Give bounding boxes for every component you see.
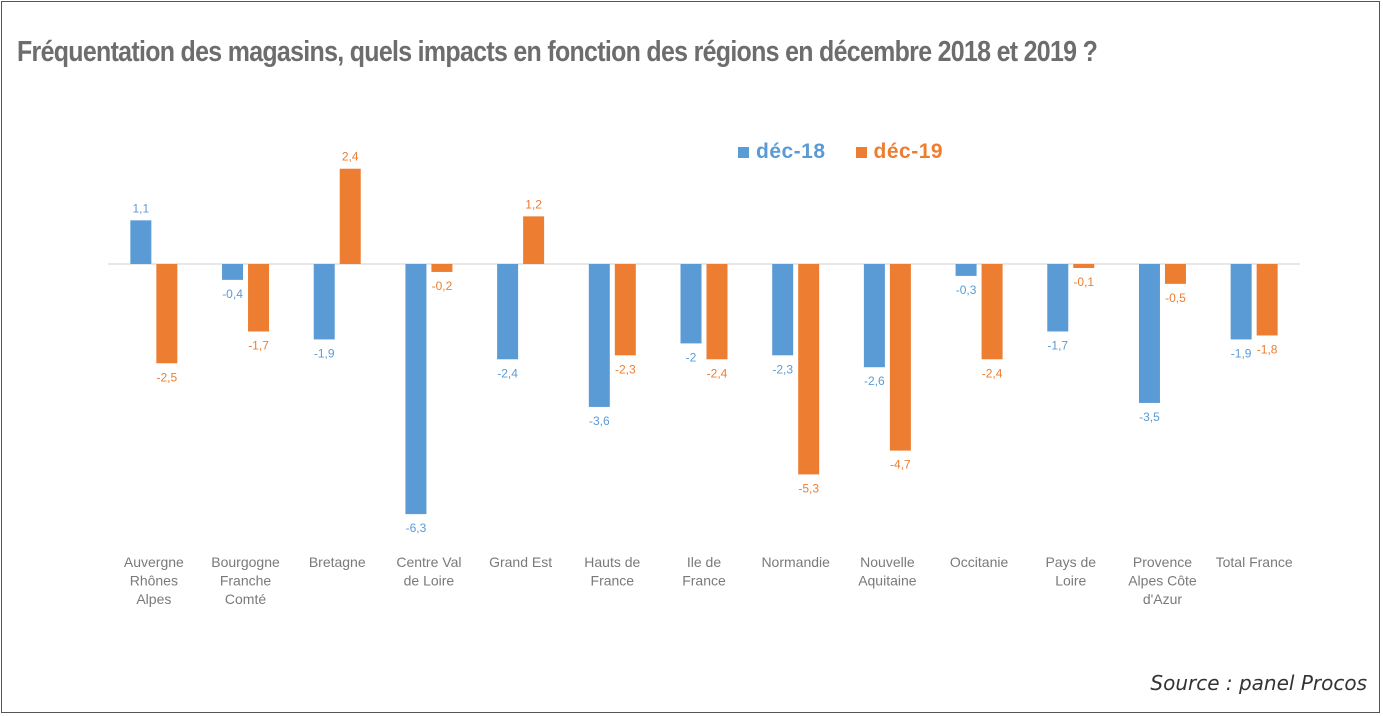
category-label-0-1: Rhônes — [130, 573, 178, 589]
chart-title: Fréquentation des magasins, quels impact… — [17, 36, 1098, 68]
source-note: Source : panel Procos — [1150, 671, 1367, 695]
bar-dec18-1 — [222, 264, 244, 280]
data-label-dec18-12: -1,9 — [1231, 346, 1252, 360]
data-label-dec18-7: -2,3 — [772, 362, 793, 376]
bar-dec19-8 — [889, 264, 911, 451]
bar-dec19-9 — [981, 264, 1003, 360]
category-label-1-0: Bourgogne — [211, 554, 280, 570]
bar-dec19-2 — [339, 168, 361, 264]
bar-dec19-1 — [248, 264, 270, 332]
data-label-dec19-7: -5,3 — [798, 481, 819, 495]
bar-dec18-10 — [1047, 264, 1069, 332]
bar-dec18-0 — [130, 220, 152, 264]
data-label-dec18-5: -3,6 — [589, 414, 610, 428]
data-label-dec18-11: -3,5 — [1139, 410, 1160, 424]
category-label-6-1: France — [682, 573, 726, 589]
data-label-dec19-12: -1,8 — [1257, 342, 1278, 356]
legend-swatch-dec19 — [855, 146, 867, 158]
data-label-dec18-6: -2 — [686, 350, 697, 364]
category-label-8-1: Aquitaine — [858, 573, 917, 589]
category-label-3-0: Centre Val — [396, 554, 461, 570]
category-label-11-1: Alpes Côte — [1128, 573, 1197, 589]
category-label-11-0: Provence — [1133, 554, 1192, 570]
category-label-5-0: Hauts de — [584, 554, 640, 570]
category-label-4-0: Grand Est — [489, 554, 552, 570]
data-label-dec18-8: -2,6 — [864, 374, 885, 388]
data-label-dec19-9: -2,4 — [982, 366, 1003, 380]
legend-swatch-dec18 — [738, 146, 749, 158]
bar-dec19-4 — [523, 216, 545, 264]
data-label-dec19-0: -2,5 — [157, 370, 178, 384]
category-label-2-0: Bretagne — [309, 554, 366, 570]
bar-dec18-3 — [405, 264, 427, 515]
category-label-6-0: Ile de — [687, 554, 721, 570]
bar-dec18-12 — [1230, 264, 1252, 340]
bar-dec18-2 — [313, 264, 335, 340]
bar-dec19-0 — [156, 264, 178, 364]
bar-dec18-7 — [772, 264, 794, 356]
category-label-9-0: Occitanie — [950, 554, 1009, 570]
category-label-12-0: Total France — [1216, 554, 1293, 570]
data-label-dec19-1: -1,7 — [248, 338, 269, 352]
data-label-dec18-2: -1,9 — [314, 346, 335, 360]
bar-dec18-5 — [588, 264, 610, 407]
data-label-dec18-9: -0,3 — [956, 283, 977, 297]
bar-dec18-4 — [497, 264, 519, 360]
data-label-dec18-4: -2,4 — [497, 366, 518, 380]
data-label-dec18-3: -6,3 — [406, 521, 427, 535]
data-label-dec19-10: -0,1 — [1073, 275, 1094, 289]
bar-dec18-11 — [1138, 264, 1160, 403]
legend-item-dec18: déc-18 — [738, 140, 826, 164]
bar-dec19-10 — [1073, 264, 1095, 268]
data-label-dec18-10: -1,7 — [1047, 338, 1068, 352]
category-label-11-2: d'Azur — [1143, 591, 1183, 607]
legend-label-dec19: déc-19 — [873, 140, 944, 163]
data-label-dec19-2: 2,4 — [342, 150, 359, 164]
data-label-dec19-4: 1,2 — [525, 197, 542, 211]
category-label-10-0: Pays de — [1045, 554, 1096, 570]
category-label-0-2: Alpes — [136, 591, 171, 607]
category-label-3-1: de Loire — [404, 573, 455, 589]
data-label-dec18-1: -0,4 — [222, 287, 243, 301]
bar-dec18-6 — [680, 264, 702, 344]
data-label-dec18-0: 1,1 — [133, 201, 150, 215]
category-label-0-0: Auvergne — [124, 554, 184, 570]
data-label-dec19-5: -2,3 — [615, 362, 636, 376]
bar-dec19-11 — [1164, 264, 1186, 284]
category-label-1-2: Comté — [225, 591, 266, 607]
data-label-dec19-11: -0,5 — [1165, 291, 1186, 305]
bar-dec19-3 — [431, 264, 453, 272]
category-label-7-0: Normandie — [761, 554, 830, 570]
data-label-dec19-3: -0,2 — [432, 279, 453, 293]
bar-dec19-5 — [614, 264, 636, 356]
legend-label-dec18: déc-18 — [756, 140, 826, 163]
bar-dec18-9 — [955, 264, 977, 276]
category-label-10-1: Loire — [1055, 573, 1086, 589]
legend: déc-18 déc-19 — [738, 140, 943, 164]
bar-dec19-6 — [706, 264, 728, 360]
legend-item-dec19: déc-19 — [855, 140, 944, 164]
category-label-1-1: Franche — [220, 573, 272, 589]
bar-dec19-12 — [1256, 264, 1278, 336]
category-label-5-1: France — [591, 573, 635, 589]
bar-dec18-8 — [863, 264, 885, 368]
data-label-dec19-6: -2,4 — [707, 366, 728, 380]
data-label-dec19-8: -4,7 — [890, 458, 911, 472]
bar-dec19-7 — [798, 264, 820, 475]
category-label-8-0: Nouvelle — [860, 554, 915, 570]
